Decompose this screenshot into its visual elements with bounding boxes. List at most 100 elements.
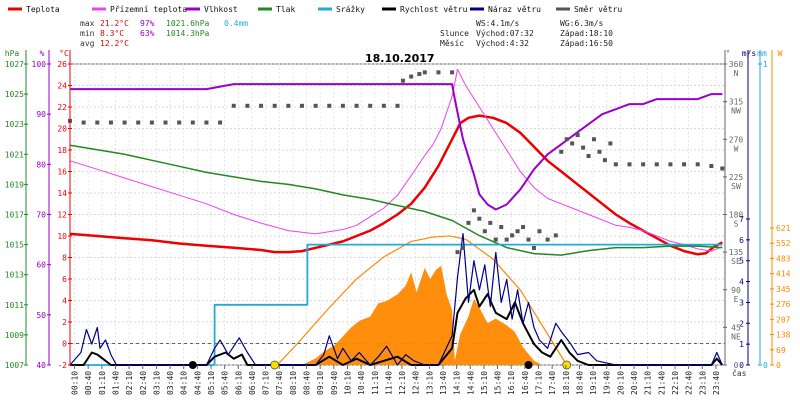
axes: 1007100910111013101510171019102110231025… bbox=[5, 49, 791, 395]
wind-speed-axis-tick-label: 0 bbox=[739, 361, 744, 370]
wind-direction-point bbox=[231, 103, 236, 108]
info-moonrise: Východ:4:32 bbox=[476, 39, 529, 48]
wind-direction-point bbox=[354, 103, 359, 108]
series-line-přízemní-teplota bbox=[69, 68, 723, 252]
temp-axis-tick-label: 20 bbox=[57, 125, 67, 134]
wind-direction-point bbox=[564, 137, 569, 142]
x-tick-label: 14:40 bbox=[466, 371, 475, 395]
wind-direction-point bbox=[575, 133, 580, 138]
direction-axis-unit: ° bbox=[726, 49, 731, 58]
wind-direction-point bbox=[515, 229, 520, 234]
wind-direction-point bbox=[608, 141, 613, 146]
x-tick-label: 11:10 bbox=[371, 371, 380, 395]
wind-speed-axis-tick-label: 2 bbox=[739, 319, 744, 328]
solar-axis-tick-label: 69 bbox=[776, 346, 786, 355]
wind-direction-point bbox=[136, 120, 141, 125]
solar-axis-tick-label: 345 bbox=[776, 285, 791, 294]
stats-min-press: 1014.3hPa bbox=[166, 29, 210, 38]
solar-measured-area bbox=[282, 265, 570, 365]
sun-marker bbox=[270, 360, 280, 370]
x-tick-label: 11:40 bbox=[384, 371, 393, 395]
wind-direction-point bbox=[499, 225, 504, 230]
direction-axis-tick-label: 360 bbox=[729, 60, 744, 69]
info-sunrise: Východ:07:32 bbox=[476, 29, 534, 38]
wind-direction-point bbox=[559, 149, 564, 154]
hpa-axis-tick-label: 1009 bbox=[5, 331, 24, 340]
wind-direction-point bbox=[553, 233, 558, 238]
humidity-axis-tick-label: 100 bbox=[32, 60, 47, 69]
stats-max-hum: 97% bbox=[140, 19, 155, 28]
x-tick-label: 17:40 bbox=[548, 371, 557, 395]
wind-direction-point bbox=[493, 237, 498, 242]
wind-direction-point bbox=[368, 103, 373, 108]
direction-axis-tick-label-dir: E bbox=[734, 295, 739, 304]
wind-direction-point bbox=[654, 162, 659, 167]
series-line-tlak bbox=[69, 144, 723, 256]
legend: Teplota Přízemní teplota Vlhkost Tlak Srážky… bbox=[8, 5, 622, 14]
x-tick-label: 23:10 bbox=[698, 371, 707, 395]
wind-direction-point bbox=[682, 162, 687, 167]
wind-direction-point bbox=[526, 237, 531, 242]
x-tick-label: 08:10 bbox=[289, 371, 298, 395]
wind-direction-point bbox=[417, 72, 422, 77]
wind-direction-point bbox=[149, 120, 154, 125]
x-tick-label: 19:10 bbox=[589, 371, 598, 395]
wind-direction-point bbox=[592, 137, 596, 142]
solar-axis-tick-label: 138 bbox=[776, 331, 791, 340]
temp-axis-tick-label: 22 bbox=[57, 103, 67, 112]
hpa-axis-tick-label: 1013 bbox=[5, 271, 24, 280]
wind-direction-point bbox=[545, 237, 550, 242]
info-block: WS:4.1m/s WG:6.3m/s Slunce Východ:07:32 … bbox=[440, 19, 613, 48]
hpa-axis-tick-label: 1025 bbox=[5, 90, 24, 99]
wind-direction-point bbox=[531, 245, 536, 250]
legend-label: Rychlost větru bbox=[400, 5, 468, 14]
wind-direction-point bbox=[163, 120, 168, 125]
wind-direction-point bbox=[286, 103, 291, 108]
direction-axis-tick-label: 90 bbox=[731, 286, 741, 295]
wind-direction-point bbox=[177, 120, 182, 125]
wind-speed-axis-tick-label: 3 bbox=[739, 298, 744, 307]
wind-direction-point bbox=[581, 145, 586, 150]
x-tick-label: 00:40 bbox=[84, 371, 93, 395]
x-tick-label: 05:10 bbox=[207, 371, 216, 395]
stats-min-label: min bbox=[80, 29, 95, 38]
info-ws: WS:4.1m/s bbox=[476, 19, 520, 28]
x-axis-label: čas bbox=[732, 368, 747, 378]
direction-axis-tick-label-dir: SE bbox=[731, 257, 741, 266]
wind-speed-axis-tick-label: 5 bbox=[739, 257, 744, 266]
stats-min-hum: 63% bbox=[140, 29, 155, 38]
wind-direction-point bbox=[461, 245, 465, 250]
temp-axis-tick-label: 10 bbox=[57, 232, 67, 241]
direction-axis-tick-label-dir: N bbox=[734, 69, 739, 78]
x-tick-label: 15:10 bbox=[480, 371, 489, 395]
stats-max-label: max bbox=[80, 19, 95, 28]
wind-direction-point bbox=[340, 103, 345, 108]
temp-axis-tick-label: 12 bbox=[57, 211, 67, 220]
wind-direction-point bbox=[597, 149, 602, 154]
legend-label: Tlak bbox=[276, 5, 295, 14]
hpa-axis-tick-label: 1015 bbox=[5, 241, 24, 250]
wind-speed-axis-tick-label: 1 bbox=[739, 340, 744, 349]
wind-direction-point bbox=[272, 103, 277, 108]
x-tick-label: 01:40 bbox=[111, 371, 120, 395]
humidity-axis-tick-label: 40 bbox=[36, 361, 46, 370]
temp-axis-tick-label: 26 bbox=[57, 60, 67, 69]
x-tick-label: 21:10 bbox=[644, 371, 653, 395]
wind-direction-point bbox=[466, 220, 471, 225]
solar-axis-tick-label: 207 bbox=[776, 315, 791, 324]
direction-axis-tick-label: 225 bbox=[729, 173, 744, 182]
x-tick-label: 21:40 bbox=[657, 371, 666, 395]
wind-direction-point bbox=[627, 162, 632, 167]
direction-axis-tick-label-dir: S bbox=[734, 220, 739, 229]
hpa-axis-tick-label: 1017 bbox=[5, 211, 24, 220]
wind-direction-point bbox=[259, 103, 264, 108]
wind-direction-point bbox=[450, 70, 455, 75]
stats-max-press: 1021.6hPa bbox=[166, 19, 210, 28]
x-tick-label: 19:40 bbox=[603, 371, 612, 395]
x-tick-label: 16:40 bbox=[521, 371, 530, 395]
wind-direction-point bbox=[471, 208, 476, 213]
solar-theoretical-line bbox=[276, 235, 568, 366]
x-tick-label: 08:40 bbox=[303, 371, 312, 395]
humidity-axis-unit: % bbox=[40, 49, 45, 58]
